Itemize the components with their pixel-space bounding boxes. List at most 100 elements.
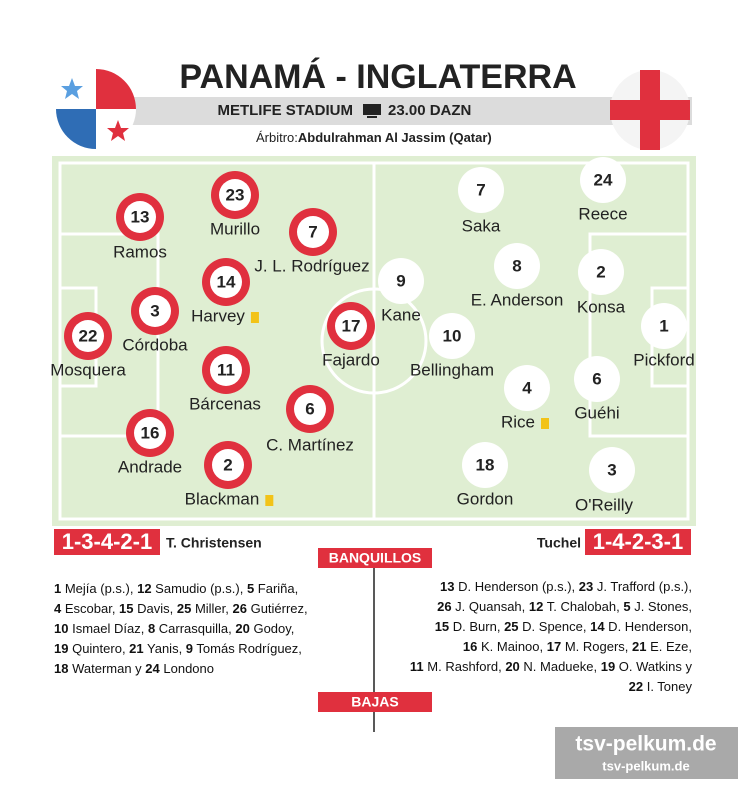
player-badge-inner	[72, 320, 104, 352]
player-badge-inner	[212, 449, 244, 481]
bench-name: M. Rogers,	[561, 639, 632, 654]
venue-band	[128, 97, 692, 125]
player-badge-inner	[124, 201, 156, 233]
bench-name: Samudio (p.s.),	[152, 581, 247, 596]
bench-name: J. Stones,	[631, 599, 692, 614]
bench-number: 25	[177, 601, 191, 616]
player-number: 1	[659, 316, 668, 335]
away-formation-box	[585, 529, 691, 555]
bench-number: 24	[145, 661, 160, 676]
home-coach: T. Christensen	[166, 535, 262, 551]
bench-line: 16 K. Mainoo, 17 M. Rogers, 21 E. Eze,	[463, 639, 692, 654]
referee-line: Árbitro:Abdulrahman Al Jassim (Qatar)	[256, 130, 492, 145]
bench-line: 15 D. Burn, 25 D. Spence, 14 D. Henderso…	[435, 619, 692, 634]
player-number: 8	[512, 256, 521, 275]
player-badge	[589, 447, 635, 493]
player-number: 2	[223, 455, 232, 474]
player-name: Andrade	[118, 457, 182, 476]
bench-line: 1 Mejía (p.s.), 12 Samudio (p.s.), 5 Far…	[54, 581, 298, 596]
bench-name: N. Madueke,	[520, 659, 601, 674]
player-number: 6	[592, 369, 601, 388]
bench-name: Yanis,	[144, 641, 186, 656]
player-name: O'Reilly	[575, 495, 634, 514]
player-badge	[574, 356, 620, 402]
player-badge	[458, 167, 504, 213]
bench-number: 8	[148, 621, 155, 636]
player-number: 22	[79, 326, 98, 345]
player-number: 7	[476, 180, 485, 199]
bench-name: D. Burn,	[449, 619, 504, 634]
player-number: 24	[594, 170, 613, 189]
player-name: Reece	[578, 204, 627, 223]
bench-number: 21	[129, 641, 143, 656]
bench-number: 25	[504, 619, 518, 634]
bench-number: 18	[54, 661, 68, 676]
player-badge	[580, 157, 626, 203]
player-badge	[494, 243, 540, 289]
player-number: 23	[226, 185, 245, 204]
bench-number: 26	[233, 601, 247, 616]
bench-name: Godoy,	[250, 621, 295, 636]
player-name: Córdoba	[122, 335, 188, 354]
player-number: 18	[476, 455, 495, 474]
player-number: 10	[443, 326, 462, 345]
bench-name: Quintero,	[68, 641, 129, 656]
player-name: Mosquera	[50, 360, 126, 379]
bench-name: J. Quansah,	[452, 599, 529, 614]
bench-line: 22 I. Toney	[629, 679, 693, 694]
player-name: Kane	[381, 305, 421, 324]
bench-title: BANQUILLOS	[329, 550, 422, 566]
player-number: 11	[217, 360, 235, 379]
player-badge-inner	[219, 179, 251, 211]
home-formation: 1-3-4-2-1	[62, 529, 152, 554]
bench-line: 26 J. Quansah, 12 T. Chalobah, 5 J. Ston…	[437, 599, 692, 614]
yellow-card	[541, 418, 550, 429]
player-badge	[504, 365, 550, 411]
venue: METLIFE STADIUM	[217, 102, 353, 119]
bench-name: D. Henderson,	[605, 619, 692, 634]
absences-title-box	[318, 692, 432, 712]
bench-name: Miller,	[191, 601, 232, 616]
bench-line: 4 Escobar, 15 Davis, 25 Miller, 26 Gutié…	[54, 601, 308, 616]
bench-name: E. Eze,	[646, 639, 692, 654]
bench-name: Davis,	[134, 601, 177, 616]
player-number: 16	[141, 423, 160, 442]
player-number: 2	[596, 262, 605, 281]
bench-number: 15	[119, 601, 133, 616]
bench-name: D. Spence,	[519, 619, 591, 634]
bench-title-box	[318, 548, 432, 568]
bench-number: 12	[137, 581, 151, 596]
bench-name: K. Mainoo,	[477, 639, 546, 654]
broadcast: 23.00 DAZN	[388, 102, 471, 119]
player-name: Bellingham	[410, 360, 494, 379]
bench-number: 10	[54, 621, 68, 636]
panama-flag	[56, 69, 136, 149]
player-name: J. L. Rodríguez	[254, 256, 369, 275]
bench-name: Carrasquilla,	[155, 621, 235, 636]
player-badge-inner	[210, 266, 242, 298]
player-number: 13	[131, 207, 150, 226]
player-badge-inner	[297, 216, 329, 248]
bench-number: 9	[186, 641, 193, 656]
bench-name: Mejía (p.s.),	[61, 581, 137, 596]
player-name: Rice	[501, 412, 535, 431]
bench-name: O. Watkins y	[615, 659, 692, 674]
bench-name: Ismael Díaz,	[68, 621, 147, 636]
bench-number: 5	[247, 581, 254, 596]
bench-number: 23	[579, 579, 593, 594]
player-badge	[578, 249, 624, 295]
bench-name: Escobar,	[61, 601, 119, 616]
bench-number: 20	[235, 621, 249, 636]
player-badge	[641, 303, 687, 349]
yellow-card	[250, 312, 259, 323]
player-name: Blackman	[185, 489, 260, 508]
tv-icon	[363, 104, 381, 118]
bench-number: 22	[629, 679, 643, 694]
referee: Abdulrahman Al Jassim (Qatar)	[298, 130, 492, 145]
bench-number: 1	[54, 581, 61, 596]
bench-number: 16	[463, 639, 477, 654]
player-name: Pickford	[633, 350, 694, 369]
player-name: Bárcenas	[189, 394, 261, 413]
bench-number: 17	[547, 639, 561, 654]
